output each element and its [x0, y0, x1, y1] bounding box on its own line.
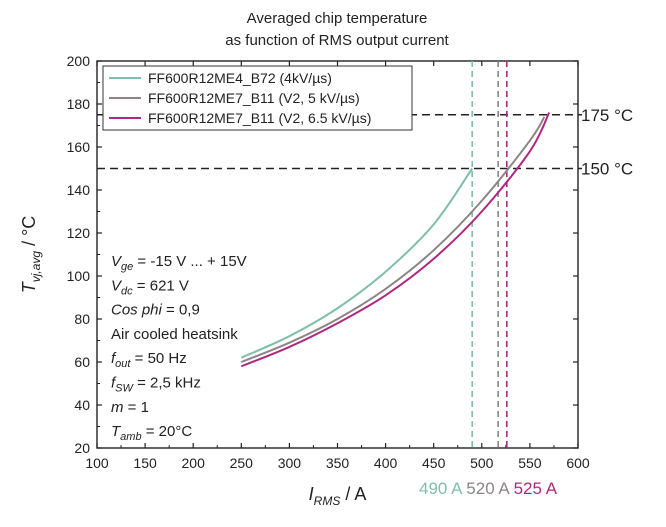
parameter-annotation: m = 1 — [111, 399, 149, 416]
y-tick-label: 120 — [67, 225, 91, 241]
y-tick-label: 40 — [74, 397, 90, 413]
x-tick-label: 100 — [85, 455, 109, 471]
legend-box — [102, 65, 413, 131]
y-tick-label: 140 — [67, 182, 91, 198]
legend-entry: FF600R12ME7_B11 (V2, 5 kV/µs) — [148, 90, 360, 106]
parameter-annotation: Vdc = 621 V — [111, 277, 189, 297]
x-tick-label: 200 — [182, 455, 206, 471]
plot-area: 100 150 200 250 300 350 400 450 500 550 600 20 40 60 8… — [19, 53, 633, 508]
y-tick-label: 200 — [67, 53, 91, 69]
legend-entry: FF600R12ME4_B72 (4kV/µs) — [148, 70, 332, 86]
current-limit-label: 490 A — [419, 479, 463, 498]
y-tick-label: 160 — [67, 139, 91, 155]
x-tick-label: 300 — [278, 455, 302, 471]
current-limit-label: 525 A — [509, 479, 558, 498]
x-tick-label: 500 — [470, 455, 494, 471]
x-tick-label: 250 — [230, 455, 254, 471]
y-tick-label: 100 — [67, 268, 91, 284]
current-limit-labels: 490 A 520 A 525 A — [419, 479, 558, 498]
x-axis-label: IRMS / A — [309, 484, 367, 508]
parameter-annotation: fSW = 2,5 kHz — [111, 375, 201, 395]
y-tick-label: 180 — [67, 96, 91, 112]
x-tick-label: 150 — [133, 455, 157, 471]
y-axis-label: Tvj,avg / °C — [19, 216, 43, 294]
ref-line-label: 175 °C — [581, 106, 633, 125]
x-tick-label: 450 — [422, 455, 446, 471]
y-tick-label: 60 — [74, 354, 90, 370]
parameter-annotation: Tamb = 20°C — [111, 423, 192, 443]
chart-title-line2: as function of RMS output current — [225, 32, 449, 49]
x-tick-label: 550 — [518, 455, 542, 471]
series-line-1 — [240, 167, 474, 359]
legend-entry: FF600R12ME7_B11 (V2, 6.5 kV/µs) — [148, 110, 371, 126]
parameter-annotation: Air cooled heatsink — [111, 326, 238, 343]
parameter-annotation: fout = 50 Hz — [111, 350, 187, 370]
chart-title-line1: Averaged chip temperature — [247, 10, 428, 27]
series-line-2 — [240, 116, 546, 363]
x-tick-label: 350 — [326, 455, 350, 471]
series-line-3 — [240, 112, 551, 368]
x-tick-label: 400 — [374, 455, 398, 471]
y-tick-label: 80 — [74, 311, 90, 327]
parameter-annotation: Cos phi = 0,9 — [111, 302, 200, 319]
current-limit-label: 520 A — [462, 479, 511, 498]
ref-line-label: 150 °C — [581, 160, 633, 179]
parameter-annotation: Vge = -15 V ... + 15V — [111, 253, 247, 273]
y-tick-label: 20 — [74, 440, 90, 456]
x-tick-label: 600 — [566, 455, 590, 471]
